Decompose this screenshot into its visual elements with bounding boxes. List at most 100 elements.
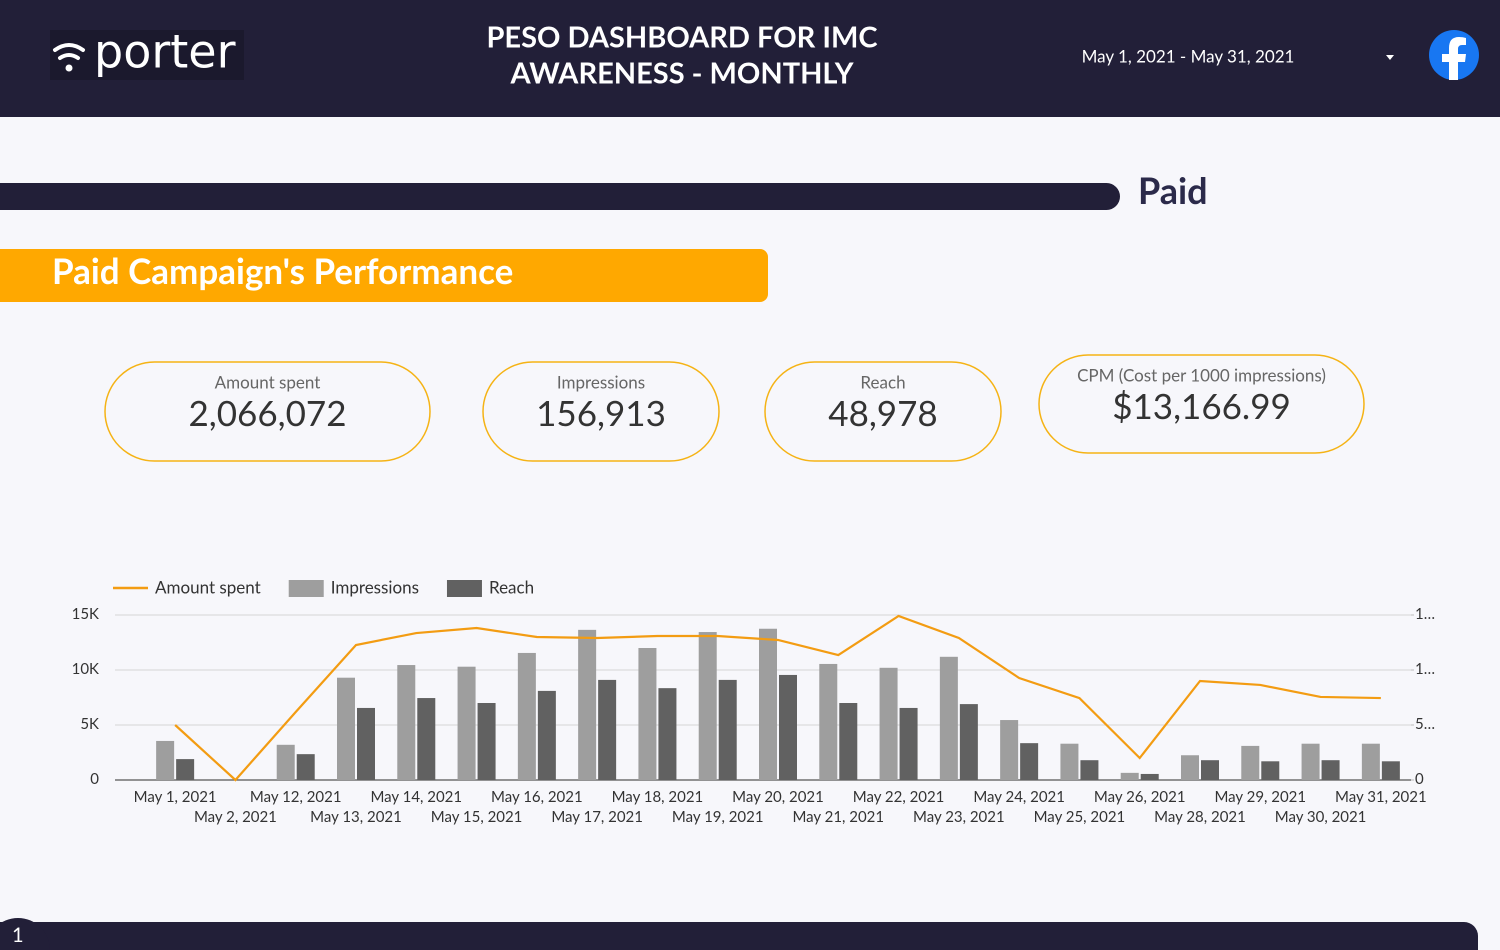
bar xyxy=(1201,760,1219,780)
x-tick-label: May 28, 2021 xyxy=(1154,808,1246,826)
bar xyxy=(1000,720,1019,780)
x-tick-label: May 2, 2021 xyxy=(194,808,277,826)
bar xyxy=(959,704,978,780)
x-tick-label: May 24, 2021 xyxy=(973,788,1065,806)
bar xyxy=(1120,772,1139,780)
bar xyxy=(337,677,355,780)
bar xyxy=(638,648,657,780)
header-title: PESO DASHBOARD FOR IMC xyxy=(486,19,877,54)
x-tick-label: May 13, 2021 xyxy=(310,808,402,826)
x-tick-label: May 26, 2021 xyxy=(1094,788,1186,806)
y-tick-label: 5K xyxy=(80,715,99,733)
kpi-card xyxy=(764,361,1002,462)
bar xyxy=(698,632,717,780)
bar xyxy=(517,652,536,780)
bar xyxy=(457,666,476,780)
x-tick-label: May 22, 2021 xyxy=(853,788,945,806)
y2-tick-label: 5… xyxy=(1415,715,1435,733)
x-tick-label: May 18, 2021 xyxy=(612,788,704,806)
x-tick-label: May 14, 2021 xyxy=(370,788,462,806)
bar xyxy=(176,759,195,780)
bar xyxy=(939,656,958,780)
bar xyxy=(819,663,838,780)
logo-dot xyxy=(65,64,73,72)
kpi-value: 48,978 xyxy=(828,392,937,434)
logo-box xyxy=(50,30,244,80)
bar xyxy=(899,707,918,780)
x-tick-label: May 15, 2021 xyxy=(431,808,523,826)
x-tick-label: May 23, 2021 xyxy=(913,808,1005,826)
x-tick-label: May 29, 2021 xyxy=(1214,788,1306,806)
logo-icon xyxy=(53,43,85,60)
bar xyxy=(879,667,898,780)
x-tick-label: May 1, 2021 xyxy=(134,788,217,806)
legend-swatch xyxy=(288,580,324,597)
kpi-value: 156,913 xyxy=(536,392,666,434)
dropdown-arrow[interactable] xyxy=(1386,55,1394,60)
header-title: AWARENESS - MONTHLY xyxy=(509,55,853,90)
bar xyxy=(1241,745,1260,780)
x-tick-label: May 17, 2021 xyxy=(551,808,643,826)
x-tick-label: May 16, 2021 xyxy=(491,788,583,806)
page-badge xyxy=(0,918,50,950)
kpi-label: CPM (Cost per 1000 impressions) xyxy=(1077,364,1326,385)
y2-tick-label: 1… xyxy=(1415,605,1435,623)
kpi-value: $13,166.99 xyxy=(1112,385,1291,427)
legend-label: Reach xyxy=(489,576,534,597)
bar xyxy=(276,744,295,780)
bar xyxy=(397,665,416,780)
bar xyxy=(839,703,858,780)
banner xyxy=(0,249,768,302)
line-series xyxy=(174,614,1381,782)
bar xyxy=(296,754,315,780)
bar xyxy=(1140,773,1159,780)
x-tick-label: May 21, 2021 xyxy=(792,808,884,826)
bar xyxy=(1381,761,1400,780)
date-range[interactable]: May 1, 2021 - May 31, 2021 xyxy=(1082,45,1295,66)
bar xyxy=(1080,760,1099,780)
section-bar xyxy=(0,183,1120,210)
header-bar xyxy=(0,0,1500,117)
page-number: 1 xyxy=(12,923,24,947)
kpi-label: Reach xyxy=(860,371,905,392)
facebook-f xyxy=(1442,37,1466,80)
logo-text: porter xyxy=(94,25,236,79)
footer-bar xyxy=(0,922,1478,950)
bar xyxy=(759,628,777,780)
section-title: Paid xyxy=(1138,168,1208,212)
kpi-value: 2,066,072 xyxy=(189,392,347,434)
bar xyxy=(1181,755,1199,780)
kpi-card xyxy=(104,361,431,462)
y-tick-label: 10K xyxy=(72,660,99,678)
bar xyxy=(537,690,556,780)
x-tick-label: May 12, 2021 xyxy=(250,788,342,806)
y-tick-label: 15K xyxy=(72,605,99,623)
bar xyxy=(598,679,617,780)
bar xyxy=(578,629,597,780)
kpi-label: Impressions xyxy=(557,371,645,392)
x-tick-label: May 31, 2021 xyxy=(1335,788,1427,806)
bar xyxy=(779,674,797,780)
y2-tick-label: 0 xyxy=(1415,770,1424,788)
x-tick-label: May 30, 2021 xyxy=(1275,808,1367,826)
x-tick-label: May 20, 2021 xyxy=(732,788,824,806)
banner-text: Paid Campaign's Performance xyxy=(52,250,513,292)
legend-label: Impressions xyxy=(331,576,419,597)
bar xyxy=(1361,743,1380,780)
y-tick-label: 0 xyxy=(90,770,99,788)
legend-label: Amount spent xyxy=(155,576,261,597)
kpi-label: Amount spent xyxy=(215,371,321,392)
chart: 0 5K 10K 15K 0 5… 1… 1… May 1, 2021 May 2, 2021 Ma… xyxy=(72,576,1435,825)
bar xyxy=(1060,743,1079,780)
y2-tick-label: 1… xyxy=(1415,660,1435,678)
bar xyxy=(1301,743,1320,780)
x-tick-label: May 19, 2021 xyxy=(672,808,764,826)
bar xyxy=(718,679,737,780)
bar xyxy=(658,688,677,780)
kpi-card xyxy=(482,361,720,462)
bar xyxy=(156,740,175,780)
bar xyxy=(1321,760,1340,780)
